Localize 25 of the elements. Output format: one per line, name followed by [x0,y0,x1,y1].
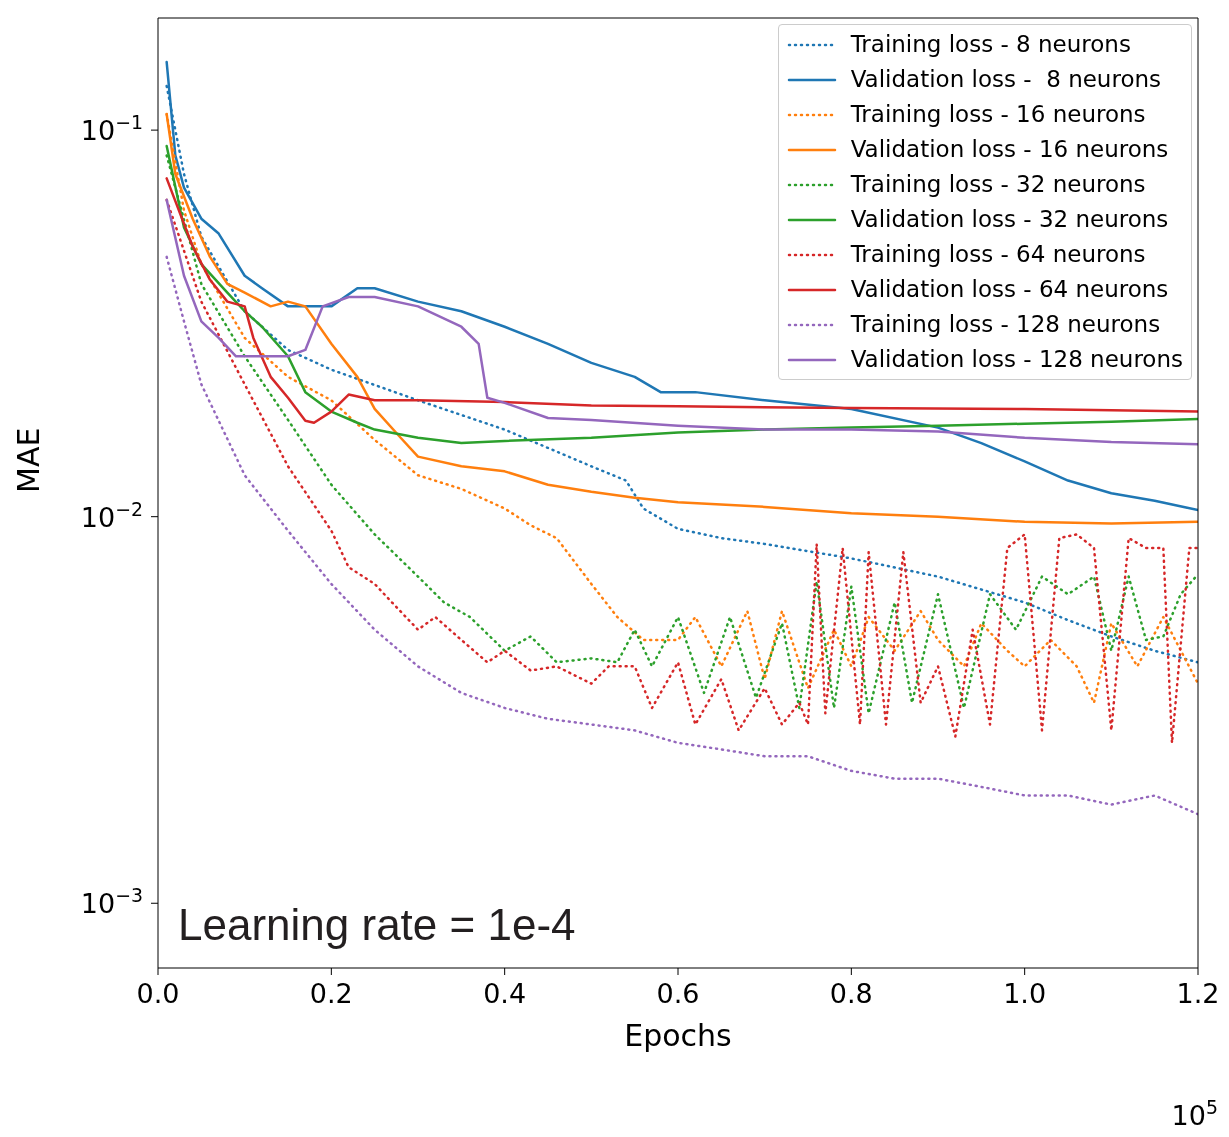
legend-label: Validation loss - 32 neurons [850,205,1169,234]
legend-label: Training loss - 64 neurons [850,240,1146,269]
legend-label: Validation loss - 128 neurons [850,345,1183,374]
x-tick-label: 1.2 [1176,978,1220,1009]
x-tick-label: 0.4 [483,978,527,1009]
x-tick-label: 0.6 [656,978,700,1009]
x-axis-title: Epochs [624,1018,732,1053]
x-tick-label: 0.8 [829,978,873,1009]
line-series [165,198,1198,446]
y-tick-label: 10$^{−3}$ [80,884,143,920]
y-tick-label: 10$^{−2}$ [80,497,143,533]
x-tick-label: 0.2 [309,978,353,1009]
text: 10$^{5}$ [1171,1096,1218,1131]
y-tick-label: 10$^{−1}$ [80,111,143,147]
legend-label: Training loss - 32 neurons [850,170,1146,199]
legend-label: Validation loss - 64 neurons [850,275,1169,304]
legend-label: Training loss - 8 neurons [850,30,1131,59]
legend-label: Training loss - 128 neurons [850,310,1161,339]
x-tick-label: 0.0 [136,978,180,1009]
annotation: Learning rate = 1e-4 [178,900,576,949]
x-tick-label: 1.0 [1003,978,1047,1009]
legend-label: Validation loss - 16 neurons [850,135,1169,164]
legend-label: Validation loss - 8 neurons [850,65,1162,94]
y-axis-title: MAE [10,427,46,493]
legend-label: Training loss - 16 neurons [850,100,1146,129]
